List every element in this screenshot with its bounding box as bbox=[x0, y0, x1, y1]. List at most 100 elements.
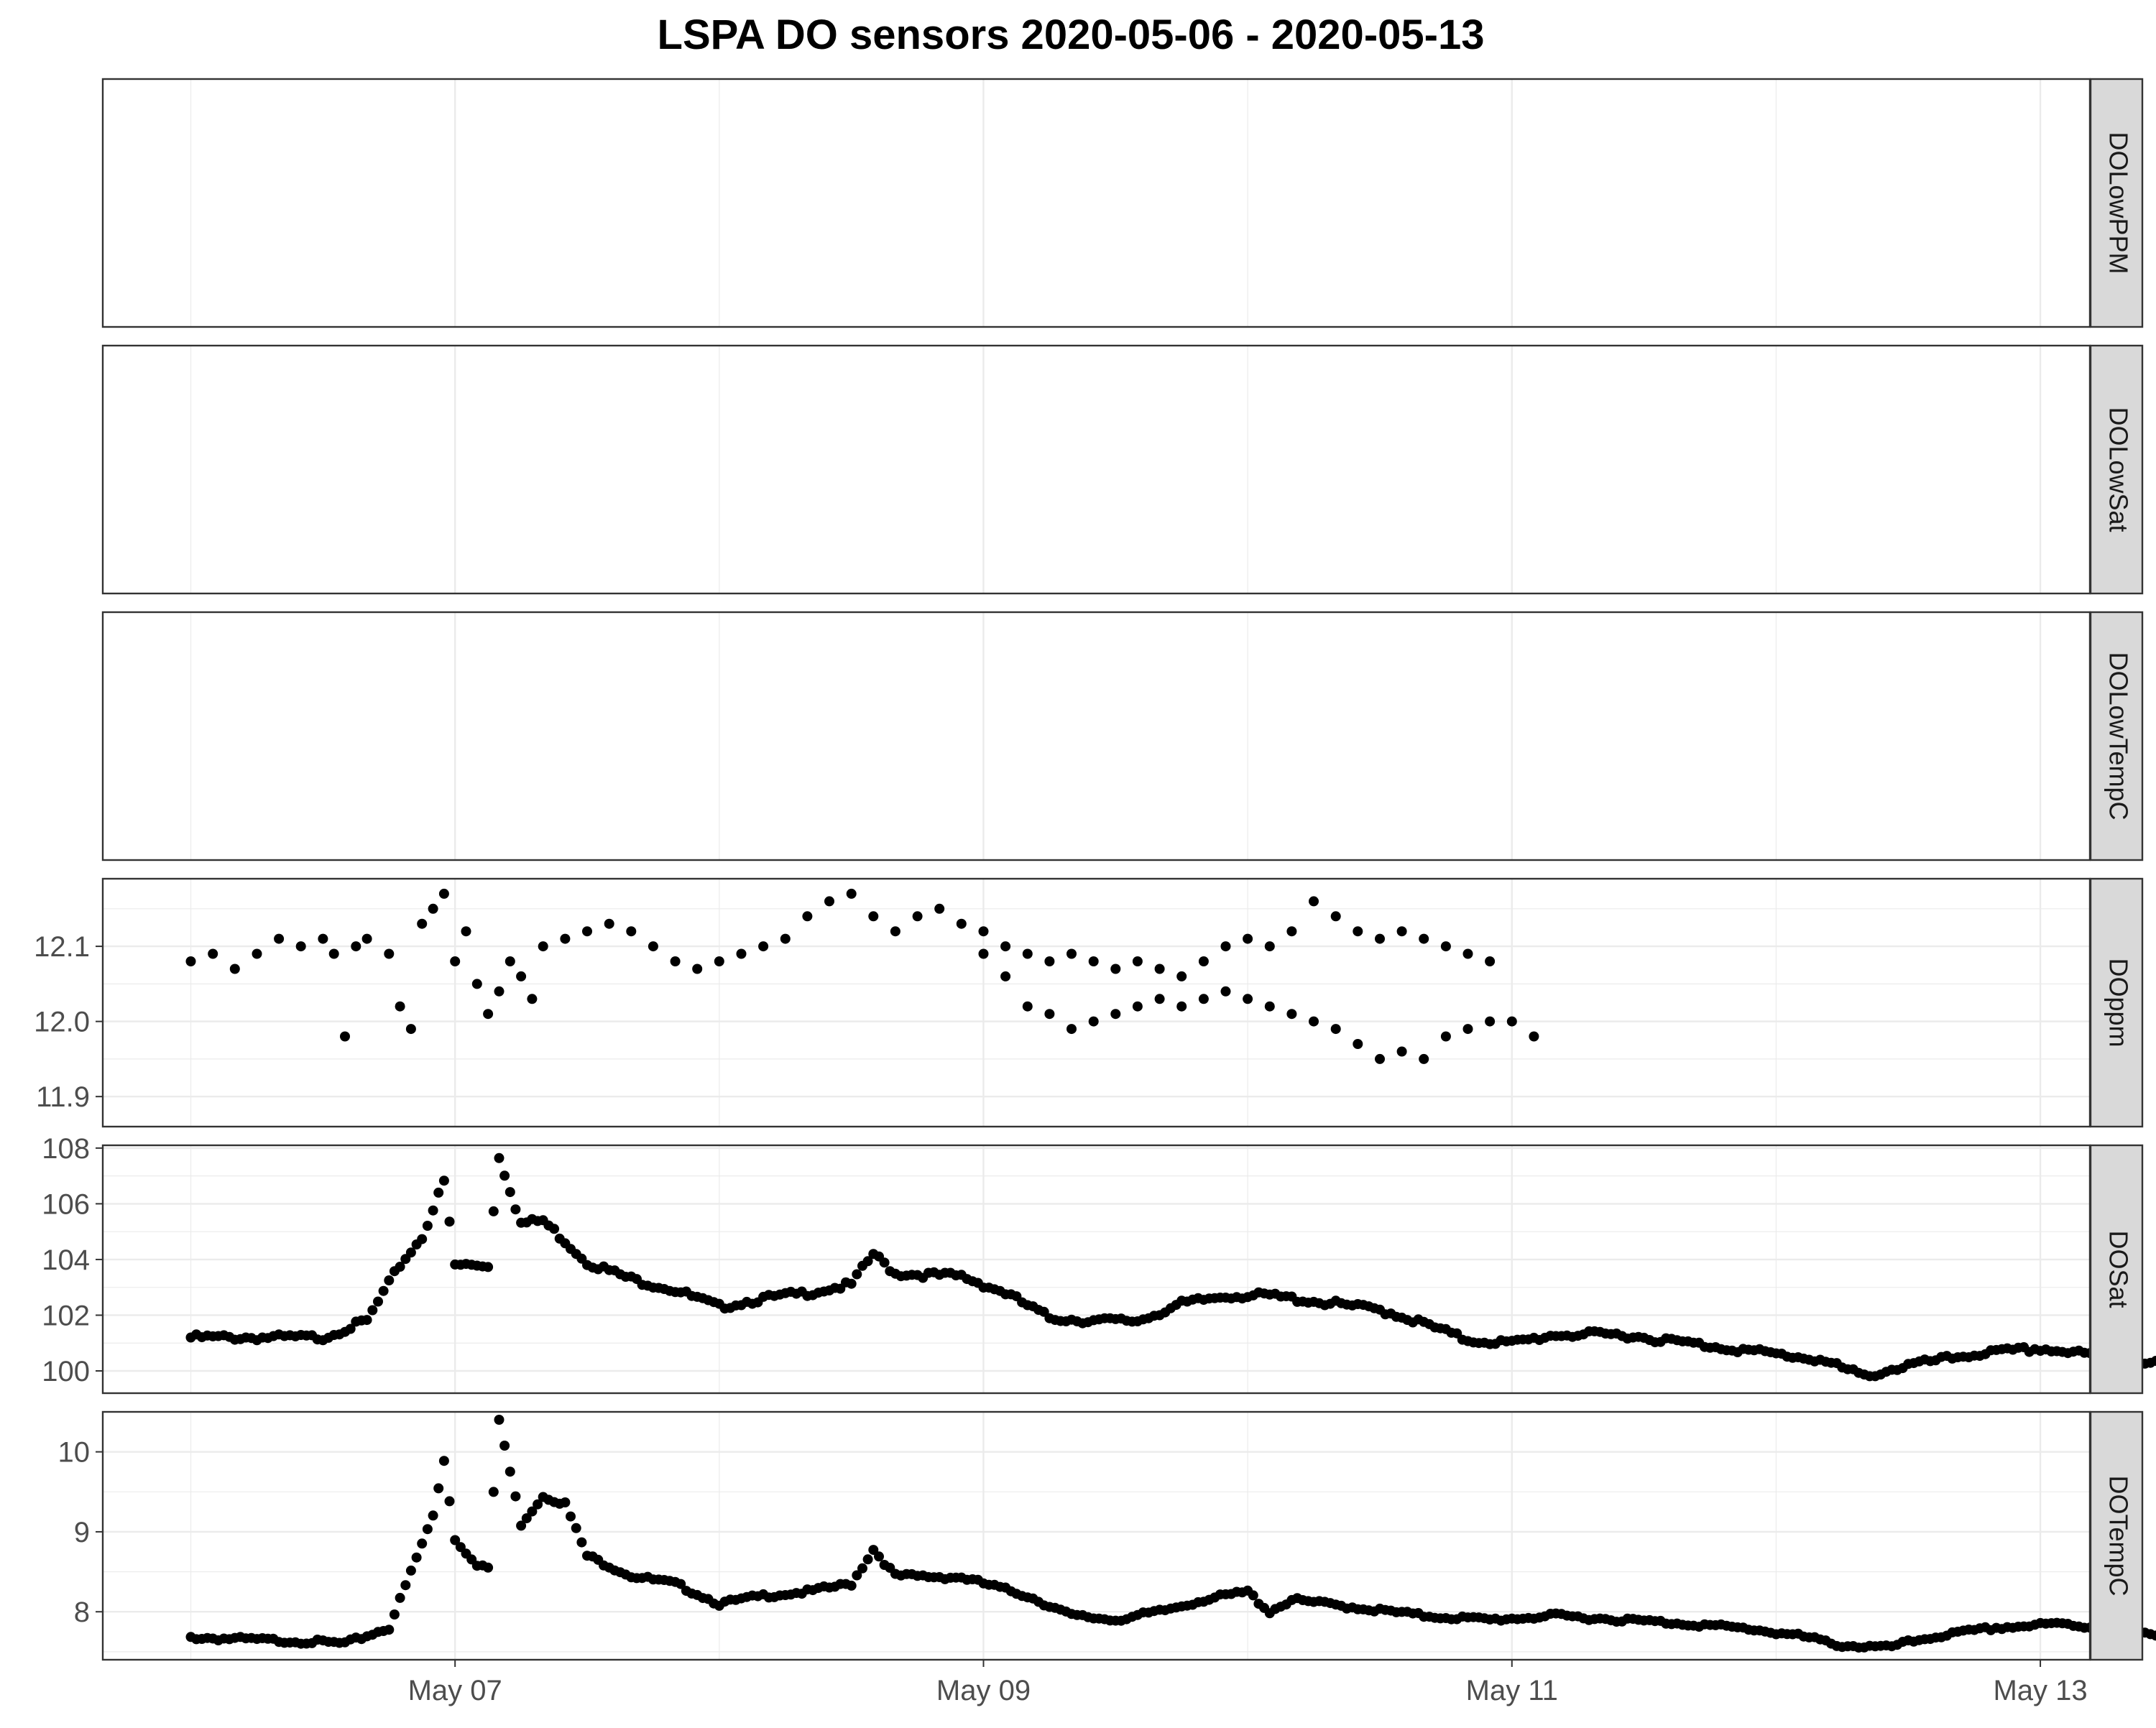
data-point bbox=[566, 1512, 576, 1522]
data-point bbox=[847, 889, 857, 899]
data-point bbox=[1265, 1002, 1275, 1012]
data-point bbox=[461, 926, 471, 936]
data-point bbox=[483, 1009, 493, 1019]
y-tick-label: 106 bbox=[42, 1188, 90, 1220]
data-point bbox=[1286, 1009, 1296, 1019]
data-point bbox=[1375, 1054, 1385, 1064]
y-tick-label: 102 bbox=[42, 1300, 90, 1331]
data-point bbox=[1309, 896, 1319, 906]
data-point bbox=[390, 1609, 400, 1620]
data-point bbox=[1199, 956, 1209, 966]
data-point bbox=[1397, 926, 1407, 936]
data-point bbox=[1375, 934, 1385, 944]
data-point bbox=[571, 1523, 581, 1533]
facet-strip-label: DOTempC bbox=[2104, 1475, 2133, 1596]
data-point bbox=[406, 1024, 416, 1034]
facet-strip-label: DOSat bbox=[2104, 1230, 2133, 1308]
data-point bbox=[1155, 994, 1165, 1004]
data-point bbox=[957, 919, 967, 929]
data-point bbox=[1067, 1024, 1077, 1034]
data-point bbox=[1248, 1590, 1258, 1600]
data-point bbox=[576, 1538, 586, 1548]
data-point bbox=[714, 956, 724, 966]
data-point bbox=[428, 904, 438, 914]
data-point bbox=[1309, 1017, 1319, 1027]
data-point bbox=[1331, 1024, 1341, 1034]
data-point bbox=[1243, 934, 1253, 944]
facet-strip-label: DOLowTempC bbox=[2104, 652, 2133, 820]
data-point bbox=[1044, 1009, 1054, 1019]
data-point bbox=[1463, 1024, 1473, 1034]
panel-dolowppm: DOLowPPM bbox=[103, 79, 2142, 327]
data-point bbox=[351, 941, 361, 951]
data-point bbox=[1529, 1032, 1539, 1042]
data-point bbox=[802, 911, 812, 921]
data-point bbox=[1441, 941, 1451, 951]
panel-dolowtempc: DOLowTempC bbox=[103, 612, 2142, 860]
facet-strip-label: DOLowPPM bbox=[2104, 131, 2133, 274]
data-point bbox=[400, 1580, 410, 1590]
data-point bbox=[857, 1563, 867, 1574]
data-point bbox=[1089, 956, 1099, 966]
data-point bbox=[373, 1297, 383, 1307]
data-point bbox=[406, 1566, 416, 1576]
data-point bbox=[1485, 1017, 1495, 1027]
data-point bbox=[450, 956, 460, 966]
x-tick-label: May 07 bbox=[408, 1675, 502, 1706]
data-point bbox=[362, 934, 372, 944]
data-point bbox=[934, 904, 944, 914]
data-point bbox=[648, 941, 658, 951]
data-point bbox=[208, 949, 218, 959]
data-point bbox=[582, 926, 592, 936]
y-tick-label: 12.0 bbox=[34, 1007, 90, 1038]
data-point bbox=[445, 1496, 455, 1506]
data-point bbox=[1067, 949, 1077, 959]
data-point bbox=[626, 926, 636, 936]
panel-background bbox=[103, 346, 2090, 593]
data-point bbox=[1023, 1002, 1033, 1012]
data-point bbox=[1463, 949, 1473, 959]
data-point bbox=[483, 1563, 493, 1573]
data-point bbox=[1199, 994, 1209, 1004]
data-point bbox=[494, 987, 505, 997]
data-point bbox=[439, 1175, 449, 1186]
y-tick-label: 8 bbox=[74, 1597, 90, 1628]
data-point bbox=[510, 1492, 520, 1502]
data-point bbox=[527, 994, 537, 1004]
data-point bbox=[1133, 1002, 1143, 1012]
panel-background bbox=[103, 612, 2090, 860]
data-point bbox=[395, 1593, 405, 1603]
data-point bbox=[874, 1551, 884, 1561]
data-point bbox=[1221, 941, 1231, 951]
data-point bbox=[560, 1497, 570, 1507]
data-point bbox=[868, 911, 878, 921]
data-point bbox=[604, 919, 614, 929]
data-point bbox=[1265, 941, 1275, 951]
data-point bbox=[1353, 1039, 1363, 1049]
data-point bbox=[1000, 941, 1010, 951]
data-point bbox=[252, 949, 262, 959]
data-point bbox=[505, 956, 515, 966]
data-point bbox=[1485, 956, 1495, 966]
data-point bbox=[824, 896, 834, 906]
data-point bbox=[1441, 1032, 1451, 1042]
data-point bbox=[505, 1466, 515, 1477]
data-point bbox=[489, 1206, 499, 1216]
data-point bbox=[499, 1441, 510, 1451]
panel-dolowsat: DOLowSat bbox=[103, 346, 2142, 593]
data-point bbox=[1110, 1009, 1120, 1019]
data-point bbox=[274, 934, 284, 944]
data-point bbox=[329, 949, 339, 959]
data-point bbox=[445, 1216, 455, 1226]
data-point bbox=[1133, 956, 1143, 966]
data-point bbox=[979, 926, 989, 936]
data-point bbox=[494, 1415, 505, 1425]
data-point bbox=[230, 964, 240, 974]
data-point bbox=[1353, 926, 1363, 936]
data-point bbox=[758, 941, 768, 951]
data-point bbox=[384, 1275, 394, 1285]
data-point bbox=[890, 926, 900, 936]
